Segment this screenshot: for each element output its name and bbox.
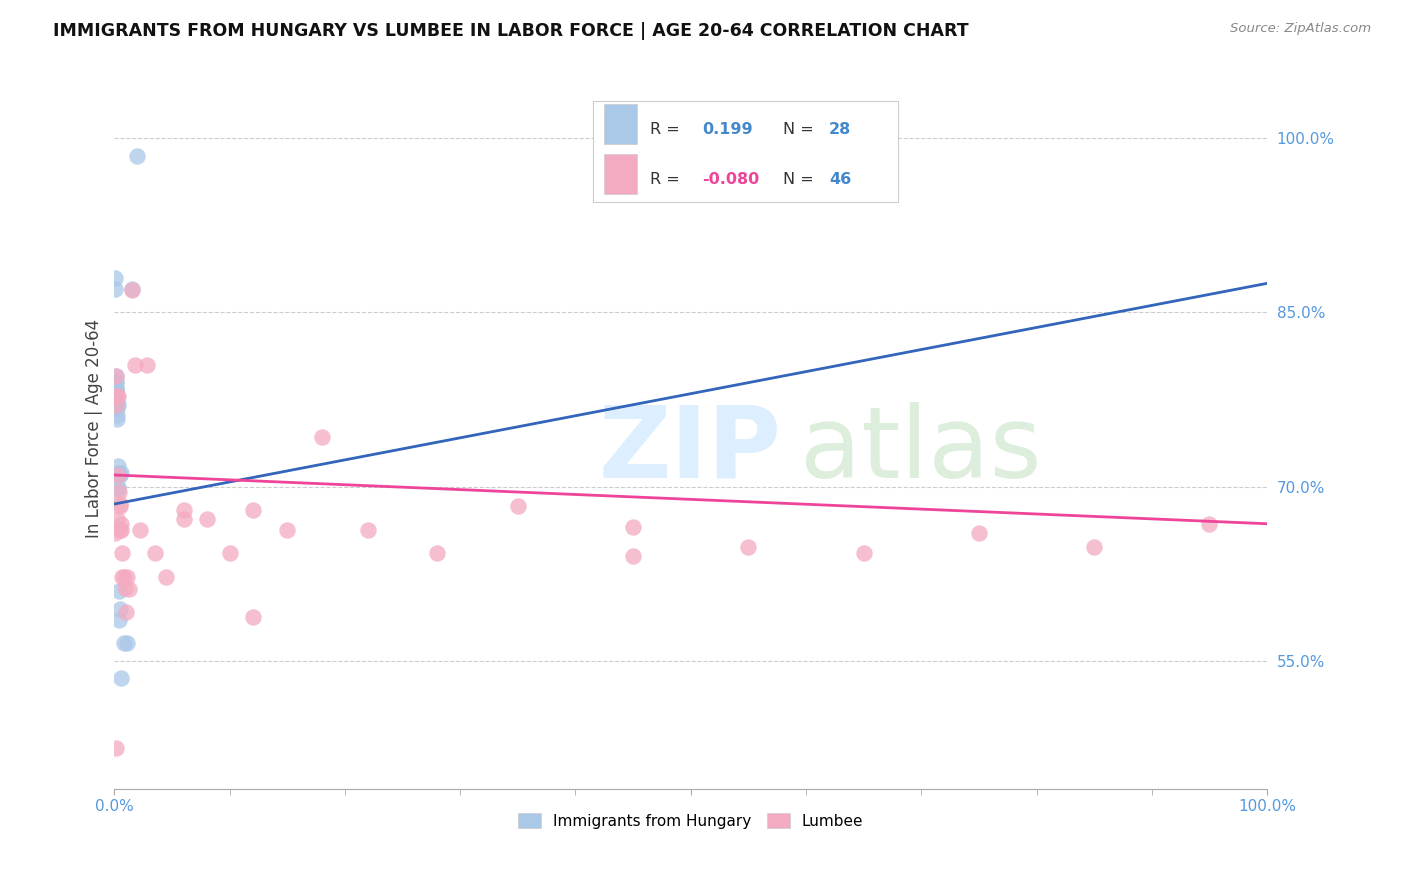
Point xyxy=(311,430,333,444)
Point xyxy=(105,375,128,389)
Point xyxy=(115,636,138,650)
Point xyxy=(112,636,135,650)
Point xyxy=(108,500,131,514)
Point xyxy=(173,512,195,526)
Text: R =: R = xyxy=(651,172,681,187)
Point xyxy=(143,546,166,560)
Point xyxy=(108,613,131,627)
Point xyxy=(104,369,127,384)
Point xyxy=(115,570,138,584)
Text: 46: 46 xyxy=(830,172,851,187)
Point xyxy=(104,398,127,412)
Text: -0.080: -0.080 xyxy=(702,172,759,187)
Point xyxy=(107,389,129,403)
Legend: Immigrants from Hungary, Lumbee: Immigrants from Hungary, Lumbee xyxy=(512,806,869,835)
Point xyxy=(218,546,240,560)
Point xyxy=(105,389,128,403)
FancyBboxPatch shape xyxy=(593,101,898,202)
Point xyxy=(105,512,128,526)
Point xyxy=(121,283,143,297)
Point xyxy=(108,467,131,482)
Bar xyxy=(605,104,637,144)
Point xyxy=(107,480,129,494)
Point xyxy=(104,381,127,395)
Point xyxy=(112,570,135,584)
Point xyxy=(127,148,149,162)
Point xyxy=(105,408,128,422)
Text: 0.199: 0.199 xyxy=(702,121,752,136)
Point xyxy=(105,369,128,384)
Point xyxy=(115,605,138,619)
Text: atlas: atlas xyxy=(800,401,1042,499)
Point xyxy=(108,485,131,500)
Point xyxy=(506,500,529,514)
Point xyxy=(128,523,150,537)
Point xyxy=(110,671,132,685)
Point xyxy=(242,503,264,517)
Point xyxy=(107,398,129,412)
Point xyxy=(114,581,136,595)
Point xyxy=(105,383,128,397)
Text: ZIP: ZIP xyxy=(599,401,782,499)
Text: Source: ZipAtlas.com: Source: ZipAtlas.com xyxy=(1230,22,1371,36)
Point xyxy=(1083,540,1105,554)
Point xyxy=(107,466,129,480)
Text: N =: N = xyxy=(783,172,814,187)
Point xyxy=(105,401,128,415)
Point xyxy=(621,549,644,564)
Point xyxy=(121,282,143,296)
Point xyxy=(621,520,644,534)
Point xyxy=(104,375,127,389)
Point xyxy=(155,570,177,584)
Point xyxy=(124,358,146,372)
Text: N =: N = xyxy=(783,121,814,136)
Point xyxy=(111,570,134,584)
Point xyxy=(105,396,128,410)
Point xyxy=(111,546,134,560)
Bar xyxy=(605,154,637,194)
Point xyxy=(242,609,264,624)
Text: IMMIGRANTS FROM HUNGARY VS LUMBEE IN LABOR FORCE | AGE 20-64 CORRELATION CHART: IMMIGRANTS FROM HUNGARY VS LUMBEE IN LAB… xyxy=(53,22,969,40)
Point xyxy=(357,523,380,537)
Point xyxy=(110,516,132,531)
Point xyxy=(104,270,127,285)
Point xyxy=(108,601,131,615)
Point xyxy=(276,523,298,537)
Y-axis label: In Labor Force | Age 20-64: In Labor Force | Age 20-64 xyxy=(86,319,103,538)
Point xyxy=(195,512,218,526)
Point xyxy=(105,412,128,426)
Text: R =: R = xyxy=(651,121,681,136)
Point xyxy=(107,458,129,473)
Point xyxy=(967,526,990,541)
Point xyxy=(108,497,131,511)
Point xyxy=(107,482,129,496)
Point xyxy=(110,523,132,537)
Point xyxy=(135,358,157,372)
Point xyxy=(852,546,875,560)
Point xyxy=(1198,516,1220,531)
Point xyxy=(108,584,131,599)
Point xyxy=(173,503,195,517)
Text: 28: 28 xyxy=(830,121,851,136)
Point xyxy=(105,381,128,395)
Point xyxy=(105,392,128,407)
Point xyxy=(104,282,127,296)
Point xyxy=(737,540,759,554)
Point xyxy=(426,546,449,560)
Point xyxy=(110,466,132,480)
Point xyxy=(107,467,129,482)
Point xyxy=(118,582,141,596)
Point xyxy=(105,740,128,755)
Point xyxy=(104,526,127,541)
Point xyxy=(108,523,131,537)
